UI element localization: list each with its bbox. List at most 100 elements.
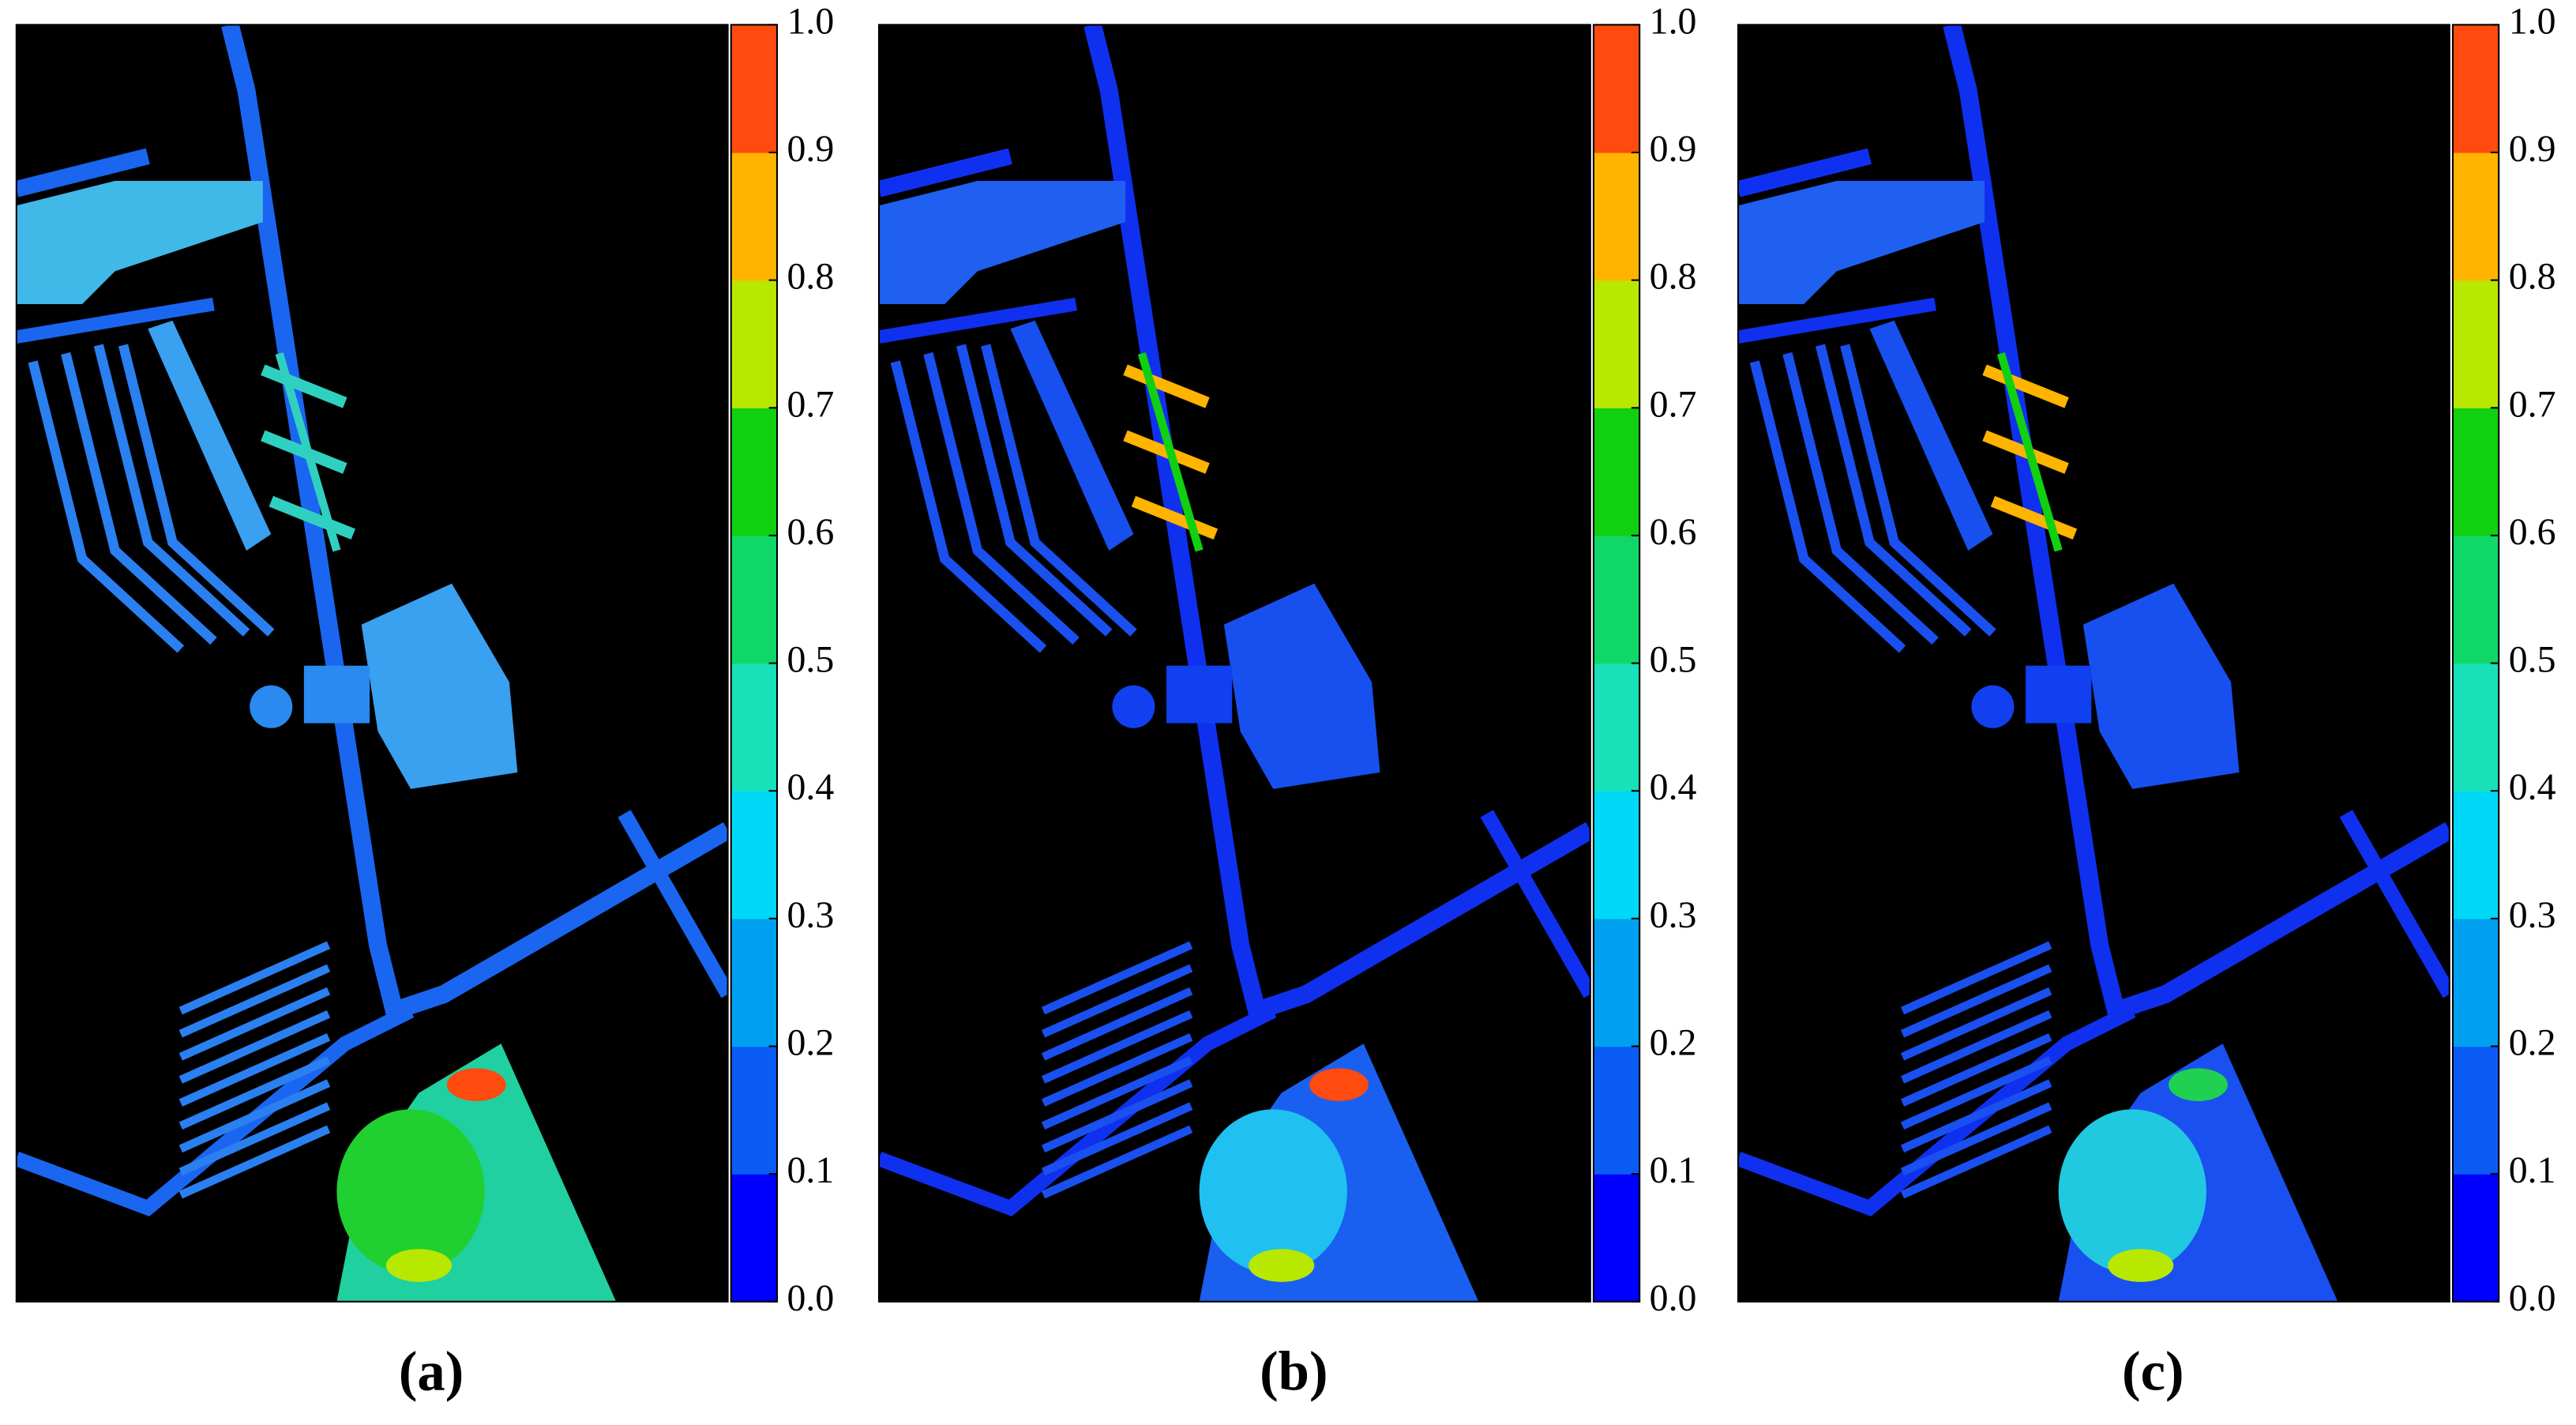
map-scene [1738, 24, 2450, 1302]
colorbar-tick-label: 0.8 [2509, 256, 2556, 298]
colorbar-band [730, 918, 778, 1047]
road [878, 297, 1078, 344]
building-spine [1137, 352, 1204, 552]
field-strip [178, 941, 331, 1015]
building [250, 685, 293, 728]
map-border [15, 24, 729, 1303]
colorbar-tick-label: 1.0 [787, 0, 834, 42]
road [16, 148, 150, 197]
colorbar-tick-label: 0.2 [787, 1022, 834, 1064]
field-strip [1041, 1102, 1193, 1176]
colorbar-band [2452, 918, 2499, 1047]
map-border [1737, 24, 2450, 1303]
field-strip [1041, 964, 1193, 1038]
building-row [268, 495, 355, 540]
colorbar-band [1593, 152, 1640, 281]
field [361, 583, 518, 789]
map-scene [16, 24, 728, 1302]
colorbar-band [730, 408, 778, 536]
strip [1815, 344, 1972, 637]
soil-patch [2169, 1068, 2228, 1102]
panel-caption: (c) [2122, 1341, 2184, 1403]
colorbar-band [2452, 408, 2499, 536]
colorbar-band [2452, 663, 2499, 791]
road [618, 810, 728, 998]
colorbar-band [730, 1046, 778, 1175]
field-strip [1041, 1056, 1193, 1130]
building-row [1990, 495, 2078, 540]
field-strip [178, 1102, 331, 1176]
colorbar-band [730, 1174, 778, 1303]
road [16, 297, 215, 344]
colorbar-tick-label: 0.9 [787, 128, 834, 170]
road [878, 1004, 1277, 1216]
colorbar-tick-label: 0.7 [787, 383, 834, 425]
field-strip [178, 1079, 331, 1153]
colorbar-band [730, 280, 778, 408]
colorbar-tick-label: 0.3 [2509, 894, 2556, 936]
colorbar-tick-label: 0.5 [2509, 639, 2556, 681]
top-field [16, 181, 263, 305]
colorbar-tick-label: 0.6 [1650, 511, 1697, 553]
colorbar-tick-label: 0.3 [1650, 894, 1697, 936]
field-strip [178, 1125, 331, 1199]
strip [28, 360, 185, 653]
field-strip [178, 1033, 331, 1107]
top-field [1738, 181, 1985, 305]
colorbar-tick-label: 0.8 [1650, 256, 1697, 298]
field-strip [178, 1056, 331, 1130]
soil-patch [2108, 1249, 2174, 1282]
road [1943, 24, 2450, 1023]
colorbar-tick-label: 0.0 [2509, 1277, 2556, 1319]
field-strip [1900, 1010, 2052, 1084]
building-spine [275, 352, 341, 552]
colorbar-tick-label: 0.2 [2509, 1022, 2556, 1064]
road [1738, 148, 1872, 197]
field-strip [178, 987, 331, 1061]
field-strip [1041, 1079, 1193, 1153]
colorbar-tick-label: 0.6 [2509, 511, 2556, 553]
strip [1782, 352, 1939, 645]
field-strip [1900, 964, 2052, 1038]
strip [981, 344, 1137, 637]
field-strip [178, 1010, 331, 1084]
colorbar-tick-label: 0.6 [787, 511, 834, 553]
road [878, 148, 1012, 197]
soil-patch [1309, 1068, 1369, 1102]
colorbar-band [2452, 1174, 2499, 1303]
colorbar-band [1593, 408, 1640, 536]
colorbar-band [730, 791, 778, 919]
field-strip [1041, 1010, 1193, 1084]
road [1738, 297, 1937, 344]
panel-caption: (b) [1260, 1341, 1327, 1403]
colorbar-tick-label: 0.0 [787, 1277, 834, 1319]
panel: 0.0 0.1 0.2 0.3 0.4 0.5 0.6 0.7 0.8 0.9 1.0 (b) [877, 0, 1697, 1403]
colorbar-tick-label: 1.0 [2509, 0, 2556, 42]
colorbar-band [1593, 791, 1640, 919]
colorbar-tick-label: 0.5 [1650, 639, 1697, 681]
panel-caption: (a) [399, 1341, 464, 1403]
colorbar-band [2452, 280, 2499, 408]
colorbar-band [1593, 280, 1640, 408]
colorbar-band [1593, 1174, 1640, 1303]
panel: 0.0 0.1 0.2 0.3 0.4 0.5 0.6 0.7 0.8 0.9 1.0 (a) [15, 0, 834, 1403]
building [2026, 665, 2092, 724]
colorbar-band [2452, 791, 2499, 919]
colorbar-band [2452, 535, 2499, 664]
strip [1749, 360, 1906, 653]
soil-patch [336, 1109, 485, 1274]
top-field [878, 181, 1126, 305]
field-strip [1900, 941, 2052, 1015]
field-strip [1900, 1056, 2052, 1130]
colorbar-band [1593, 24, 1640, 153]
field-strip [1900, 1102, 2052, 1176]
colorbar-tick-label: 0.0 [1650, 1277, 1697, 1319]
road [1738, 1004, 2136, 1216]
road [221, 24, 728, 1023]
colorbar-tick-label: 0.3 [787, 894, 834, 936]
colorbar-band [2452, 24, 2499, 153]
colorbar-band [1593, 663, 1640, 791]
map-scene [878, 24, 1590, 1302]
road [1480, 810, 1590, 998]
